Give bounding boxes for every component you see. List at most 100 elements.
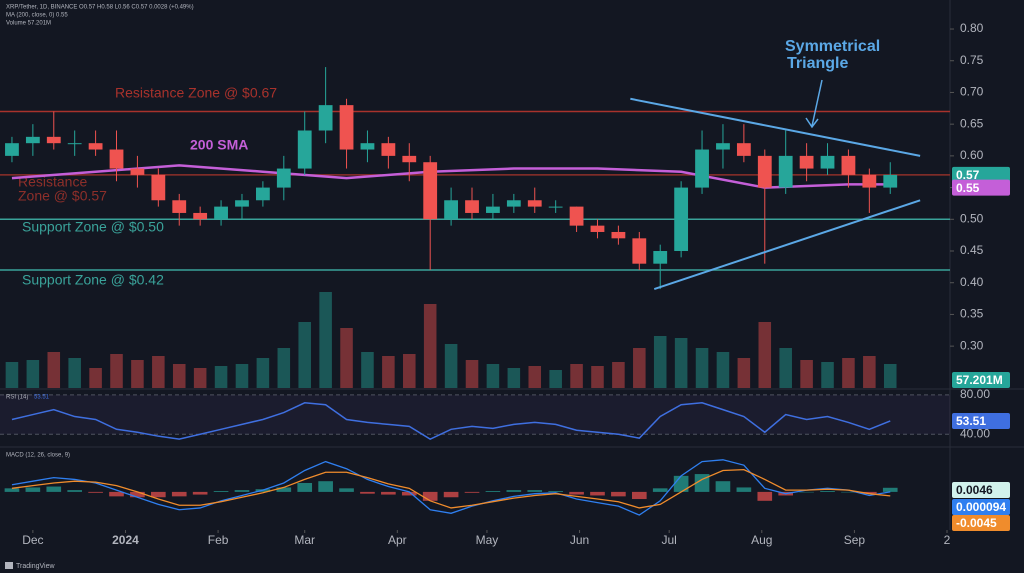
zone-label: Support Zone @ $0.50 (22, 219, 164, 235)
triangle-line (630, 97, 921, 157)
candle-body (381, 143, 396, 156)
histogram-bar (67, 490, 83, 492)
price-tag-label: 0.55 (956, 181, 980, 195)
price-tag (952, 372, 1010, 388)
volume-bar (612, 362, 625, 388)
histogram-bar (192, 491, 208, 495)
histogram-bar (46, 486, 62, 492)
price-tag (952, 166, 1010, 183)
candle-body (862, 174, 877, 188)
volume-bar (779, 348, 792, 388)
volume-bar (842, 358, 855, 388)
candle-body (109, 149, 124, 169)
legend-text: XRP/Tether, 1D, BINANCE O0.57 H0.58 L0.5… (6, 5, 194, 11)
histogram-bar (234, 490, 250, 492)
volume-bar (5, 362, 19, 388)
x-tick-label: Jul (662, 533, 677, 547)
sma-line (11, 164, 891, 189)
candle-body (276, 168, 291, 188)
price-tag (952, 499, 1010, 515)
histogram-bar (422, 491, 438, 501)
y-tick-label: 0.35 (960, 307, 984, 321)
volume-bar (863, 356, 876, 388)
legend-text: Volume 57.201M (6, 21, 51, 27)
candle-body (318, 105, 333, 131)
volume-bar (633, 348, 646, 388)
x-tick-label: Dec (22, 533, 43, 547)
volume-bar (653, 336, 667, 388)
volume-bar (674, 338, 688, 388)
brand: TradingView (16, 563, 55, 570)
price-tag (952, 179, 1010, 196)
histogram-bar (339, 488, 354, 492)
rsi-line (11, 402, 891, 440)
zone-label: Resistance (18, 174, 87, 190)
volume-bar (528, 366, 542, 388)
volume-bar (89, 368, 102, 388)
x-tick-label: Jun (570, 533, 589, 547)
volume-bar (821, 362, 834, 388)
histogram-bar (820, 491, 835, 492)
candle-body (172, 200, 187, 213)
y-tick-label: 0.50 (960, 211, 984, 225)
price-tag (952, 482, 1010, 498)
volume-bar (403, 354, 416, 388)
price-tag-label: 0.57 (956, 168, 980, 182)
histogram-bar (715, 481, 731, 492)
histogram-bar (297, 482, 313, 492)
zone-label: Support Zone @ $0.42 (22, 272, 164, 288)
histogram-bar (882, 487, 898, 492)
histogram-bar (799, 491, 814, 493)
x-tick-label: Aug (751, 533, 772, 547)
histogram-bar (757, 491, 773, 501)
y-tick-label: 0.70 (960, 85, 984, 99)
volume-bar (507, 368, 521, 388)
zone-label: Zone @ $0.57 (18, 188, 107, 204)
volume-bar (47, 352, 61, 388)
x-tick-label: Mar (294, 533, 315, 547)
sma-label: 200 SMA (190, 137, 248, 153)
volume-bar (570, 364, 583, 388)
candle-body (88, 143, 103, 150)
candle-body (611, 231, 626, 239)
zone-label: Resistance Zone @ $0.67 (115, 85, 277, 101)
volume-bar (277, 348, 291, 388)
volume-bar (695, 348, 709, 388)
volume-bar (256, 358, 270, 388)
candle-body (25, 136, 40, 144)
volume-bar (26, 360, 40, 388)
histogram-bar (485, 491, 501, 492)
histogram-bar (841, 491, 856, 493)
histogram-bar (4, 488, 20, 492)
candle-body (465, 200, 479, 213)
histogram-bar (506, 490, 522, 492)
candle-body (632, 238, 647, 264)
candle-body (778, 155, 793, 188)
arrow (805, 79, 823, 129)
price-tag (952, 412, 1010, 429)
candle-body (235, 200, 249, 207)
candle-body (360, 143, 375, 150)
histogram-bar (443, 491, 459, 498)
candle-body (5, 143, 19, 156)
candle-body (130, 168, 145, 175)
pane-title-value: 53.51 (34, 395, 50, 401)
y-tick-label: 0.45 (960, 243, 984, 257)
candle-body (674, 187, 689, 252)
histogram-bar (381, 491, 396, 495)
candle-body (716, 143, 730, 150)
candle-body (402, 155, 417, 163)
volume-bar (68, 358, 81, 388)
volume-bar (193, 368, 207, 388)
volume-bar (214, 366, 228, 388)
x-tick-label: May (476, 533, 499, 547)
candle-body (757, 155, 772, 188)
histogram-bar (276, 487, 292, 492)
volume-bar (423, 304, 437, 388)
y-tick-label: 40.00 (960, 426, 990, 440)
histogram-bar (862, 491, 877, 494)
volume-bar (758, 322, 772, 388)
histogram-bar (88, 491, 103, 493)
candle-body (339, 105, 354, 150)
